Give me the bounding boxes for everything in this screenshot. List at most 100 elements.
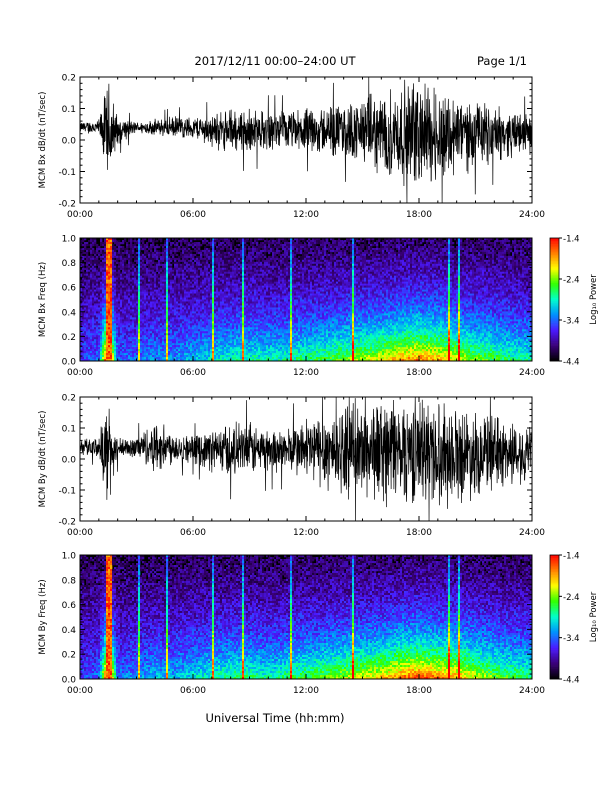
spectrogram-cell	[110, 292, 112, 294]
spectrogram-cell	[84, 355, 86, 357]
spectrogram-cell	[88, 256, 90, 258]
spectrogram-cell	[100, 311, 102, 313]
spectrogram-cell	[106, 270, 108, 272]
spectrogram-cell	[114, 327, 116, 329]
spectrogram-cell	[88, 335, 90, 337]
spectrogram-cell	[110, 266, 112, 268]
spectrogram-cell	[98, 286, 100, 288]
spectrogram-cell	[94, 258, 96, 260]
spectrogram-cell	[94, 331, 96, 333]
spectrogram-cell	[94, 242, 96, 244]
spectrogram-cell	[98, 343, 100, 345]
spectrogram-cell	[102, 280, 104, 282]
spectrogram-cell	[88, 327, 90, 329]
spectrogram-cell	[118, 248, 120, 250]
spectrogram-cell	[104, 246, 106, 248]
spectrogram-cell	[112, 284, 114, 286]
spectrogram-cell	[110, 303, 112, 305]
spectrogram-cell	[88, 309, 90, 311]
spectrogram-cell	[118, 286, 120, 288]
spectrogram-cell	[110, 323, 112, 325]
spectrogram-cell	[84, 323, 86, 325]
spectrogram-cell	[108, 242, 110, 244]
spectrogram-cell	[118, 353, 120, 355]
spectrogram-cell	[92, 266, 94, 268]
spectrogram-cell	[98, 254, 100, 256]
spectrogram-cell	[98, 282, 100, 284]
spectrogram-cell	[104, 337, 106, 339]
spectrogram-cell	[116, 288, 118, 290]
spectrogram-cell	[96, 248, 98, 250]
spectrogram-cell	[108, 333, 110, 335]
spectrogram-cell	[82, 327, 84, 329]
spectrogram-cell	[114, 274, 116, 276]
spectrogram-cell	[98, 262, 100, 264]
spectrogram-cell	[118, 339, 120, 341]
spectrogram-cell	[110, 290, 112, 292]
spectrogram-cell	[106, 292, 108, 294]
spectrogram-cell	[114, 303, 116, 305]
spectrogram-cell	[106, 256, 108, 258]
spectrogram-cell	[102, 351, 104, 353]
spectrogram-cell	[92, 260, 94, 262]
spectrogram-cell	[84, 242, 86, 244]
spectrogram-cell	[112, 266, 114, 268]
spectrogram-cell	[92, 317, 94, 319]
spectrogram-cell	[98, 292, 100, 294]
spectrogram-cell	[102, 300, 104, 302]
spectrogram-cell	[86, 319, 88, 321]
spectrogram-cell	[88, 311, 90, 313]
spectrogram-cell	[90, 305, 92, 307]
spectrogram-cell	[84, 260, 86, 262]
spectrogram-cell	[118, 341, 120, 343]
spectrogram-cell	[106, 321, 108, 323]
spectrogram-cell	[106, 331, 108, 333]
spectrogram-cell	[88, 244, 90, 246]
spectrogram-cell	[100, 252, 102, 254]
spectrogram-cell	[114, 343, 116, 345]
spectrogram-cell	[100, 286, 102, 288]
spectrogram-cell	[108, 341, 110, 343]
spectrogram-cell	[90, 244, 92, 246]
spectrogram-cell	[108, 290, 110, 292]
spectrogram-cell	[84, 282, 86, 284]
spectrogram-cell	[112, 303, 114, 305]
spectrogram-cell	[98, 309, 100, 311]
spectrogram-cell	[94, 357, 96, 359]
y-tick-label: -0.2	[58, 200, 76, 210]
spectrogram-cell	[112, 248, 114, 250]
spectrogram-cell	[106, 313, 108, 315]
spectrogram-cell	[102, 323, 104, 325]
spectrogram-cell	[108, 307, 110, 309]
spectrogram-cell	[108, 331, 110, 333]
spectrogram-cell	[102, 296, 104, 298]
spectrogram-cell	[106, 262, 108, 264]
spectrogram-cell	[90, 313, 92, 315]
spectrogram-cell	[84, 305, 86, 307]
spectrogram-cell	[104, 288, 106, 290]
spectrogram-cell	[106, 276, 108, 278]
spectrogram-cell	[94, 292, 96, 294]
spectrogram-cell	[82, 240, 84, 242]
spectrogram-cell	[104, 321, 106, 323]
spectrogram-cell	[116, 307, 118, 309]
spectrogram-cell	[94, 317, 96, 319]
spectrogram-cell	[118, 321, 120, 323]
spectrogram-cell	[116, 242, 118, 244]
spectrogram-cell	[112, 278, 114, 280]
spectrogram-cell	[94, 288, 96, 290]
spectrogram-cell	[98, 335, 100, 337]
spectrogram-cell	[114, 313, 116, 315]
spectrogram-cell	[92, 301, 94, 303]
spectrogram-cell	[106, 294, 108, 296]
spectrogram-cell	[112, 315, 114, 317]
spectrogram-cell	[104, 339, 106, 341]
spectrogram-cell	[84, 252, 86, 254]
spectrogram-cell	[82, 300, 84, 302]
spectrogram-cell	[94, 294, 96, 296]
spectrogram-cell	[104, 240, 106, 242]
spectrogram-cell	[92, 276, 94, 278]
spectrogram-cell	[110, 343, 112, 345]
spectrogram-cell	[102, 357, 104, 359]
spectrogram-cell	[96, 321, 98, 323]
